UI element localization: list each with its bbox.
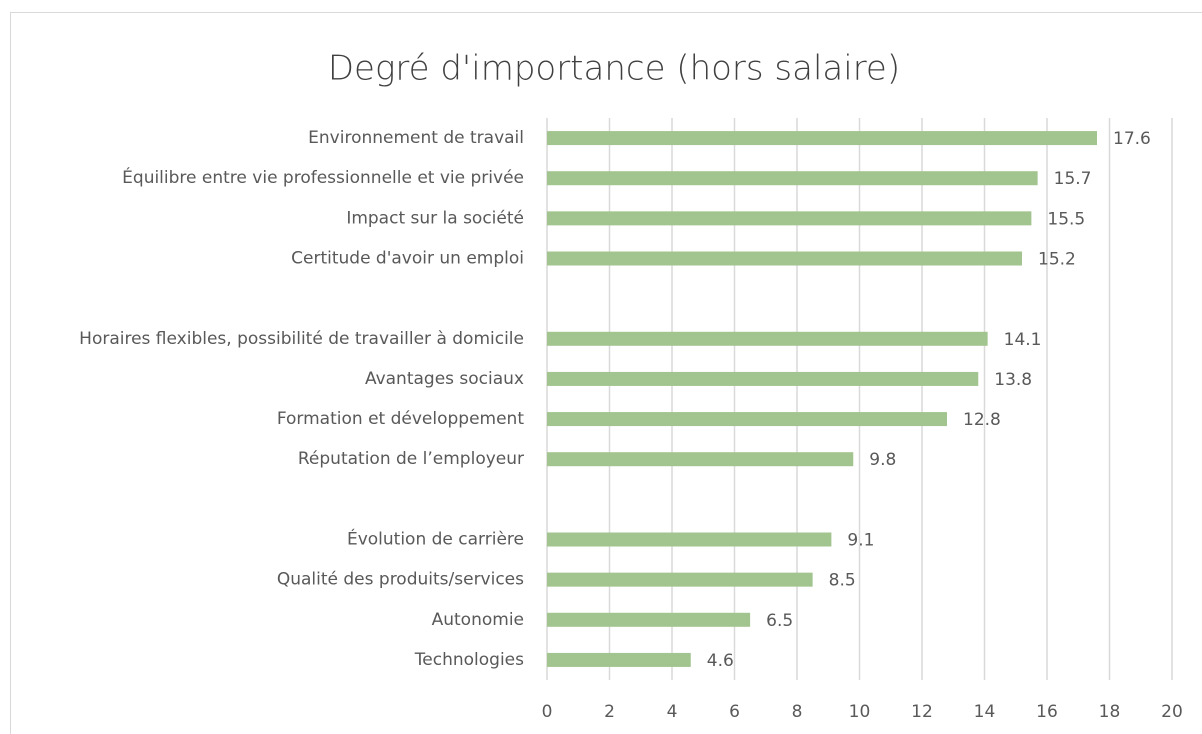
bar (547, 532, 832, 547)
y-tick-label: Technologies (414, 650, 524, 670)
bar (547, 251, 1022, 266)
y-tick-label: Environnement de travail (308, 128, 524, 148)
data-label: 17.6 (1113, 129, 1151, 149)
y-tick-label: Réputation de l’employeur (298, 449, 524, 469)
x-tick-label: 16 (1036, 702, 1058, 722)
bar (547, 452, 854, 467)
data-label: 6.5 (766, 611, 793, 631)
x-tick-label: 4 (667, 702, 678, 722)
data-label: 12.8 (963, 410, 1001, 430)
bar (547, 612, 751, 627)
x-tick-label: 20 (1161, 702, 1183, 722)
x-tick-label: 6 (729, 702, 740, 722)
data-label: 15.2 (1038, 250, 1076, 270)
x-tick-label: 2 (604, 702, 615, 722)
y-tick-label: Équilibre entre vie professionnelle et v… (122, 166, 524, 188)
data-label: 9.1 (847, 531, 874, 551)
bar (547, 412, 947, 427)
chart-border (10, 12, 1202, 734)
chart-title: Degré d'importance (hors salaire) (328, 49, 900, 89)
x-tick-label: 8 (792, 702, 803, 722)
y-tick-label: Autonomie (432, 610, 524, 630)
data-label: 9.8 (869, 450, 896, 470)
data-label: 13.8 (994, 370, 1032, 390)
x-tick-label: 14 (974, 702, 996, 722)
data-label: 15.7 (1054, 169, 1092, 189)
y-tick-label: Formation et développement (277, 409, 524, 429)
bar (547, 131, 1097, 146)
x-tick-label: 18 (1099, 702, 1121, 722)
y-tick-label: Horaires flexibles, possibilité de trava… (79, 329, 524, 349)
x-tick-label: 12 (911, 702, 933, 722)
data-label: 15.5 (1047, 209, 1085, 229)
x-tick-label: 10 (849, 702, 871, 722)
bar (547, 572, 813, 587)
bar (547, 652, 691, 667)
data-label: 4.6 (707, 651, 734, 671)
data-label: 14.1 (1004, 330, 1042, 350)
bar (547, 171, 1038, 186)
y-tick-label: Évolution de carrière (347, 528, 524, 550)
y-tick-label: Avantages sociaux (365, 369, 524, 389)
data-label: 8.5 (829, 571, 856, 591)
y-tick-label: Certitude d'avoir un emploi (291, 249, 524, 269)
y-tick-label: Impact sur la société (346, 208, 524, 228)
bar (547, 331, 988, 346)
y-tick-label: Qualité des produits/services (277, 570, 524, 590)
bar (547, 211, 1032, 226)
bar (547, 371, 979, 386)
x-tick-label: 0 (542, 702, 553, 722)
